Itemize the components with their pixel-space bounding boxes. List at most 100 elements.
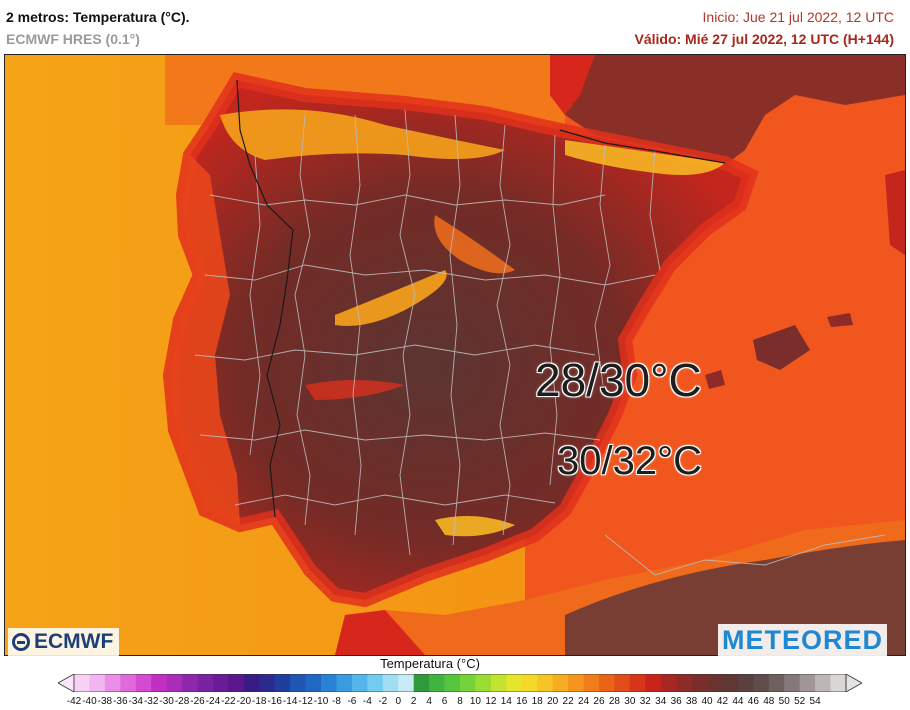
colorbar-swatch	[552, 674, 569, 692]
portugal-coast-band	[170, 155, 240, 525]
temperature-annotation-east: 28/30°C	[535, 354, 702, 406]
colorbar-swatch	[228, 674, 245, 692]
temperature-map: 28/30°C 30/32°C	[4, 54, 906, 656]
colorbar-tick-label: -36	[113, 696, 128, 707]
montes-de-toledo	[305, 380, 405, 400]
colorbar-tick-label: 10	[469, 696, 481, 707]
colorbar-tick-label: -32	[143, 696, 159, 707]
cantabrian-mountains	[220, 109, 505, 160]
colorbar-swatch	[830, 674, 847, 692]
colorbar-tick-label: -18	[252, 696, 267, 707]
colorbar-swatch	[768, 674, 785, 692]
colorbar-tick-label: -4	[362, 696, 372, 707]
colorbar-swatch	[521, 674, 538, 692]
valid-time: Válido: Mié 27 jul 2022, 12 UTC (H+144)	[634, 31, 895, 47]
colorbar-tick-label: -20	[236, 696, 252, 707]
colorbar-swatch	[120, 674, 137, 692]
colorbar-tick-label: -26	[190, 696, 205, 707]
colorbar-swatch	[321, 674, 337, 692]
colorbar-swatch	[475, 674, 492, 692]
colorbar-swatch	[784, 674, 800, 692]
colorbar-swatch	[645, 674, 662, 692]
country-borders	[236, 79, 726, 518]
colorbar-swatch	[135, 674, 152, 692]
run-time: Inicio: Jue 21 jul 2022, 12 UTC	[702, 9, 894, 25]
mallorca	[753, 325, 810, 370]
colorbar-swatch	[737, 674, 754, 692]
colorbar-tick-label: 34	[655, 696, 667, 707]
colorbar-tick-label: -16	[267, 696, 282, 707]
france-land	[550, 55, 905, 165]
colorbar-swatch	[815, 674, 831, 692]
colorbar-swatch	[691, 674, 708, 692]
meteored-logo: METEORED	[718, 624, 888, 656]
iberian-system	[434, 215, 515, 274]
colorbar-tick-label: 2	[410, 696, 417, 707]
colorbar-tick-label: -28	[174, 696, 190, 707]
colorbar-swatch	[305, 674, 322, 692]
colorbar-tick-label: -2	[378, 696, 388, 707]
colorbar-swatch	[799, 674, 816, 692]
colorbar-tick-label: -12	[298, 696, 313, 707]
colorbar-swatch	[382, 674, 399, 692]
colorbar-swatch	[444, 674, 461, 692]
colorbar-swatch	[290, 674, 306, 692]
colorbar-tick-label: 38	[686, 696, 698, 707]
colorbar-tick-label: 32	[639, 696, 651, 707]
globe-icon	[12, 633, 30, 651]
colorbar-swatch	[583, 674, 600, 692]
colorbar-swatch	[568, 674, 584, 692]
colorbar-tick-label: -14	[282, 696, 298, 707]
colorbar-tick-label: -34	[128, 696, 143, 707]
sardinia	[885, 170, 905, 255]
colorbar-swatch	[413, 674, 430, 692]
model-name: ECMWF HRES (0.1°)	[6, 31, 140, 47]
colorbar-tick-label: 6	[441, 696, 448, 707]
map-canvas	[5, 55, 905, 655]
colorbar-tick-label: 16	[516, 696, 528, 707]
colorbar-frame	[73, 674, 847, 692]
region-borders	[194, 109, 886, 576]
france-coast-hot	[550, 55, 595, 115]
colorbar-swatch	[259, 674, 276, 692]
colorbar-tick-label: 20	[547, 696, 559, 707]
colorbar-tick-label: 12	[485, 696, 497, 707]
colorbar-tick-label: 40	[701, 696, 713, 707]
colorbar-swatch	[351, 674, 368, 692]
colorbar-swatch	[598, 674, 615, 692]
colorbar-swatch	[197, 674, 214, 692]
colorbar-swatch	[182, 674, 198, 692]
colorbar-min-arrow	[58, 674, 75, 692]
map-title: 2 metros: Temperatura (°C).	[6, 9, 190, 25]
ecmwf-logo: ECMWF	[8, 628, 120, 656]
colorbar-tick-label: -38	[97, 696, 113, 707]
colorbar-tick-label: 54	[809, 696, 821, 707]
colorbar-swatch	[74, 674, 90, 692]
central-system	[335, 270, 447, 326]
temperature-annotation-inland: 30/32°C	[557, 439, 702, 483]
colorbar-swatch	[490, 674, 507, 692]
morocco-coast	[335, 610, 425, 655]
colorbar-tick-label: 52	[794, 696, 806, 707]
colorbar-tick-label: 0	[395, 696, 402, 707]
ecmwf-logo-text: ECMWF	[34, 630, 114, 653]
colorbar-max-arrow	[845, 674, 862, 692]
colorbar-swatch	[104, 674, 121, 692]
colorbar-tick-label: 46	[747, 696, 759, 707]
colorbar-tick-label: 24	[577, 696, 590, 707]
colorbar-swatch	[367, 674, 384, 692]
colorbar-tick-label: -6	[347, 696, 357, 707]
colorbar	[58, 674, 862, 692]
colorbar-tick-label: 50	[778, 696, 790, 707]
colorbar-swatch	[629, 674, 646, 692]
colorbar-swatch	[614, 674, 631, 692]
colorbar-tick-label: -10	[313, 696, 329, 707]
colorbar-swatch	[676, 674, 692, 692]
colorbar-tick-label: -40	[82, 696, 97, 707]
iberian-peninsula	[170, 80, 750, 600]
legend-title: Temperatura (°C)	[380, 656, 480, 671]
colorbar-tick-label: 18	[531, 696, 543, 707]
colorbar-tick-label: 48	[763, 696, 775, 707]
colorbar-tick-label: 14	[500, 696, 512, 707]
colorbar-swatch	[336, 674, 353, 692]
